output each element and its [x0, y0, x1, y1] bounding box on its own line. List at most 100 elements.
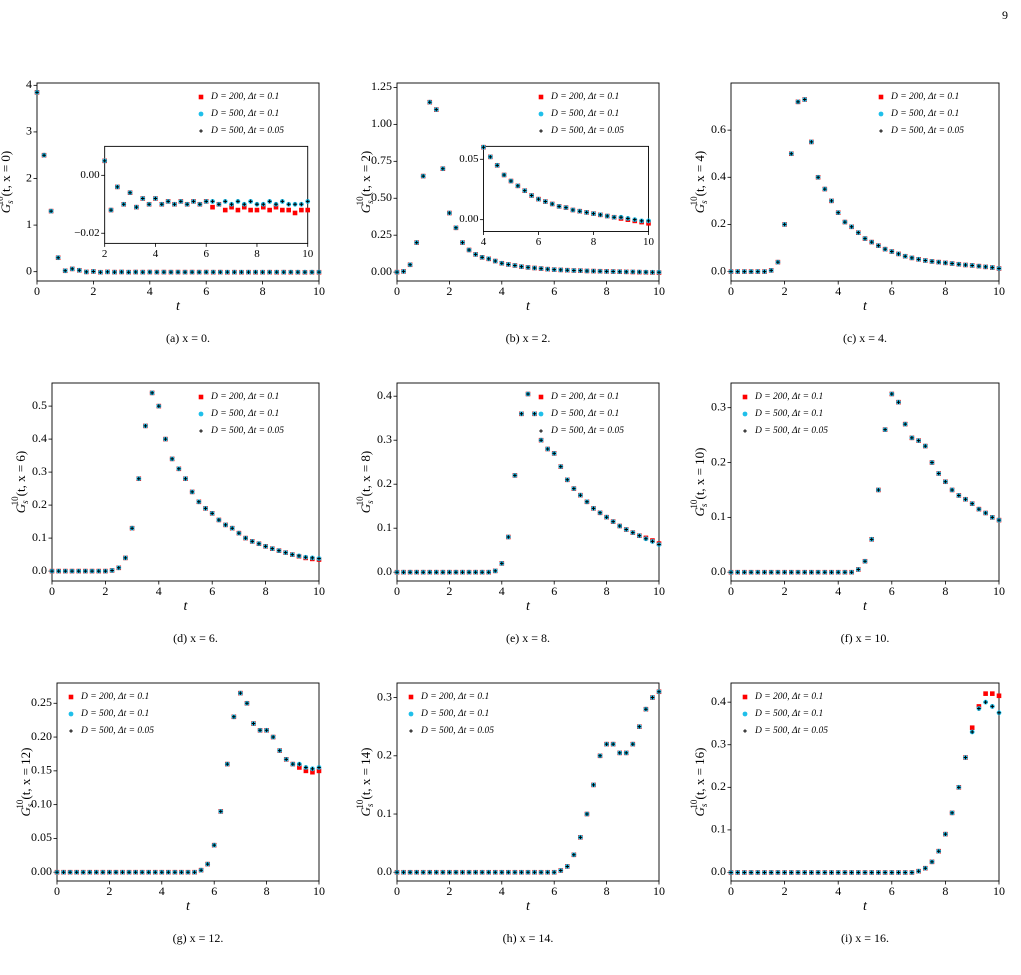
- y-tick-label: 0.4: [377, 388, 392, 402]
- x-axis-label: t: [863, 599, 868, 614]
- point: [271, 735, 275, 739]
- legend-label: D = 500, Δt = 0.1: [210, 109, 279, 119]
- point: [782, 222, 787, 227]
- point: [624, 270, 629, 274]
- point: [756, 269, 760, 274]
- point: [191, 199, 196, 204]
- legend-marker: [742, 694, 748, 700]
- points: [728, 97, 1002, 274]
- y-label-args: (t, x = 16): [692, 747, 707, 799]
- legend-marker: [409, 729, 413, 733]
- point: [526, 265, 530, 270]
- point: [591, 269, 596, 273]
- point: [421, 570, 425, 574]
- legend-marker: [878, 94, 884, 100]
- y-tick-label: 0.2: [377, 748, 392, 762]
- legend-marker: [538, 411, 544, 417]
- point: [473, 870, 478, 875]
- point: [242, 202, 247, 207]
- point: [210, 511, 214, 516]
- point: [930, 259, 934, 264]
- point: [963, 497, 968, 502]
- point: [293, 202, 297, 207]
- point: [789, 870, 794, 875]
- points: [728, 691, 1002, 875]
- point: [970, 730, 974, 734]
- point: [903, 422, 907, 426]
- x-tick-label: 10: [313, 884, 325, 898]
- y-label-args: (t, x = 14): [358, 747, 373, 799]
- point: [190, 490, 194, 494]
- point: [977, 507, 981, 511]
- point: [519, 412, 524, 416]
- legend-label: D = 500, Δt = 0.05: [550, 426, 624, 436]
- point: [823, 187, 827, 191]
- point: [996, 693, 1002, 699]
- point: [849, 224, 854, 229]
- legend: D = 200, Δt = 0.1 D = 500, Δt = 0.1 D = 50…: [538, 92, 624, 136]
- point: [454, 570, 458, 574]
- x-tick-label: 2: [102, 248, 108, 260]
- point: [637, 724, 642, 729]
- x-tick-label: 6: [551, 584, 557, 598]
- legend: D = 200, Δt = 0.1 D = 500, Δt = 0.1 D = 50…: [742, 392, 828, 436]
- point: [120, 870, 125, 875]
- y-label-sub: s: [365, 803, 375, 807]
- x-tick-label: 6: [889, 884, 895, 898]
- y-axis-label: Gs10(t, x = 8): [355, 451, 375, 514]
- y-axis-label: Gs10(t, x = 10): [689, 447, 709, 516]
- point: [121, 202, 126, 207]
- x-tick-label: 10: [653, 284, 665, 298]
- legend-marker: [198, 394, 204, 400]
- point: [280, 199, 285, 204]
- point: [63, 569, 68, 573]
- point: [211, 270, 216, 274]
- legend-label: D = 500, Δt = 0.1: [550, 109, 619, 119]
- point: [856, 567, 861, 572]
- point: [55, 870, 59, 875]
- legend: D = 200, Δt = 0.1 D = 500, Δt = 0.1 D = 50…: [878, 92, 964, 136]
- point: [856, 230, 861, 235]
- point: [519, 264, 524, 269]
- point: [950, 488, 954, 492]
- point: [657, 270, 661, 275]
- point: [289, 270, 293, 274]
- point: [284, 757, 289, 762]
- legend-label: D = 200, Δt = 0.1: [80, 692, 149, 702]
- point: [522, 188, 527, 193]
- point: [863, 559, 867, 564]
- x-tick-label: 2: [782, 884, 788, 898]
- point: [166, 870, 171, 875]
- y-tick-label: 3: [26, 124, 32, 138]
- y-tick-label: 4: [26, 77, 32, 91]
- point: [809, 140, 814, 144]
- point: [173, 870, 177, 875]
- legend-marker: [69, 729, 73, 733]
- point: [843, 570, 847, 575]
- point: [153, 870, 158, 875]
- point: [816, 175, 820, 180]
- point: [910, 256, 914, 260]
- point: [543, 199, 548, 204]
- point: [782, 870, 787, 875]
- point: [776, 570, 780, 575]
- point: [427, 570, 432, 574]
- point: [408, 262, 412, 267]
- point: [572, 486, 576, 491]
- point: [545, 447, 550, 451]
- point: [147, 202, 151, 207]
- x-tick-label: 8: [942, 284, 948, 298]
- x-tick-label: 2: [90, 284, 96, 298]
- point: [305, 207, 311, 213]
- point: [310, 270, 314, 274]
- y-axis-label: Gs10(t, x = 16): [689, 747, 709, 816]
- point: [532, 870, 537, 875]
- legend-marker: [742, 711, 748, 717]
- x-axis-label: t: [186, 899, 191, 914]
- legend-label: D = 200, Δt = 0.1: [754, 692, 823, 702]
- x-tick-label: 8: [604, 584, 610, 598]
- point: [317, 270, 321, 274]
- y-label-args: (t, x = 10): [692, 447, 707, 499]
- point: [729, 269, 733, 274]
- point: [185, 202, 189, 207]
